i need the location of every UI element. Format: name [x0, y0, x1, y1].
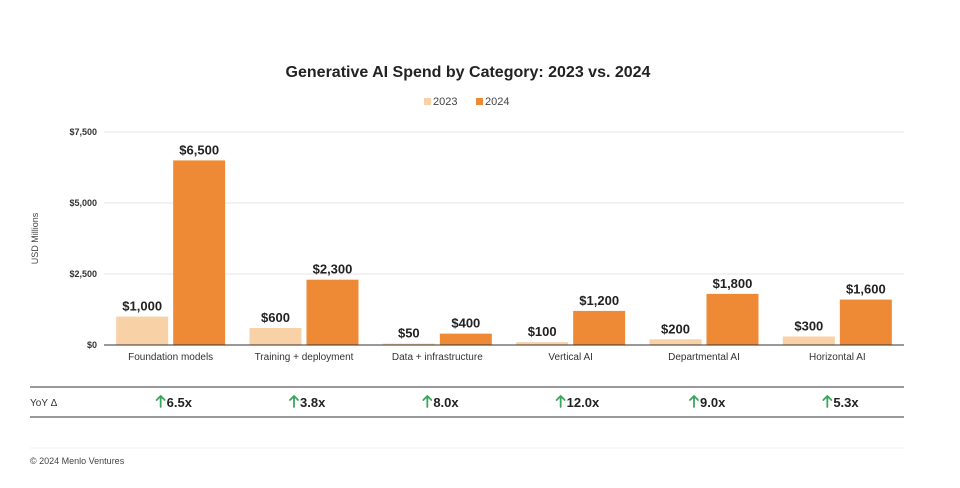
data-label-2024: $400 [451, 316, 480, 331]
data-label-2023: $100 [528, 324, 557, 339]
up-arrow-icon [689, 395, 699, 408]
footer-copyright: © 2024 Menlo Ventures [30, 456, 125, 466]
x-tick-label: Vertical AI [548, 352, 592, 363]
x-tick-label: Departmental AI [668, 352, 740, 363]
bar-2024 [306, 279, 359, 345]
bar-2024 [706, 293, 759, 345]
yoy-value: 3.8x [300, 395, 326, 410]
up-arrow-icon [155, 395, 166, 408]
x-tick-label: Training + deployment [255, 352, 354, 363]
x-tick-label: Foundation models [128, 352, 213, 363]
legend-swatch-2024 [476, 98, 483, 105]
bar-2023 [516, 342, 569, 345]
data-label-2024: $6,500 [179, 142, 219, 157]
yoy-value: 9.0x [700, 395, 726, 410]
bar-2024 [573, 310, 626, 345]
yoy-value: 6.5x [167, 395, 193, 410]
bar-2023 [649, 339, 702, 345]
yoy-value: 5.3x [833, 395, 859, 410]
up-arrow-icon [822, 395, 833, 408]
bar-2024 [439, 333, 492, 345]
data-label-2023: $300 [794, 318, 823, 333]
data-label-2024: $1,200 [579, 293, 619, 308]
bar-2024 [173, 160, 226, 345]
yoy-value: 8.0x [433, 395, 459, 410]
data-label-2023: $50 [398, 326, 420, 341]
bar-2023 [782, 336, 835, 345]
x-tick-label: Horizontal AI [809, 352, 866, 363]
up-arrow-icon [289, 395, 299, 408]
yoy-value: 12.0x [567, 395, 600, 410]
bar-2023 [249, 327, 302, 345]
y-tick-label: $2,500 [69, 269, 97, 279]
data-label-2023: $1,000 [122, 299, 162, 314]
up-arrow-icon [422, 395, 433, 408]
y-tick-label: $0 [87, 340, 97, 350]
legend-label-2023: 2023 [433, 96, 457, 108]
up-arrow-icon [555, 395, 566, 408]
data-label-2024: $2,300 [313, 262, 353, 277]
y-tick-label: $5,000 [69, 198, 97, 208]
bar-2023 [382, 343, 435, 345]
data-label-2024: $1,600 [846, 282, 886, 297]
bar-2023 [116, 316, 169, 345]
legend-label-2024: 2024 [485, 96, 509, 108]
x-tick-label: Data + infrastructure [392, 352, 483, 363]
bar-2024 [839, 299, 892, 345]
data-label-2023: $200 [661, 321, 690, 336]
chart-title: Generative AI Spend by Category: 2023 vs… [286, 64, 651, 81]
y-tick-label: $7,500 [69, 127, 97, 137]
y-axis-label: USD Millions [30, 212, 40, 264]
yoy-row-label: YoY Δ [30, 398, 58, 409]
data-label-2023: $600 [261, 310, 290, 325]
data-label-2024: $1,800 [713, 276, 753, 291]
legend-swatch-2023 [424, 98, 431, 105]
